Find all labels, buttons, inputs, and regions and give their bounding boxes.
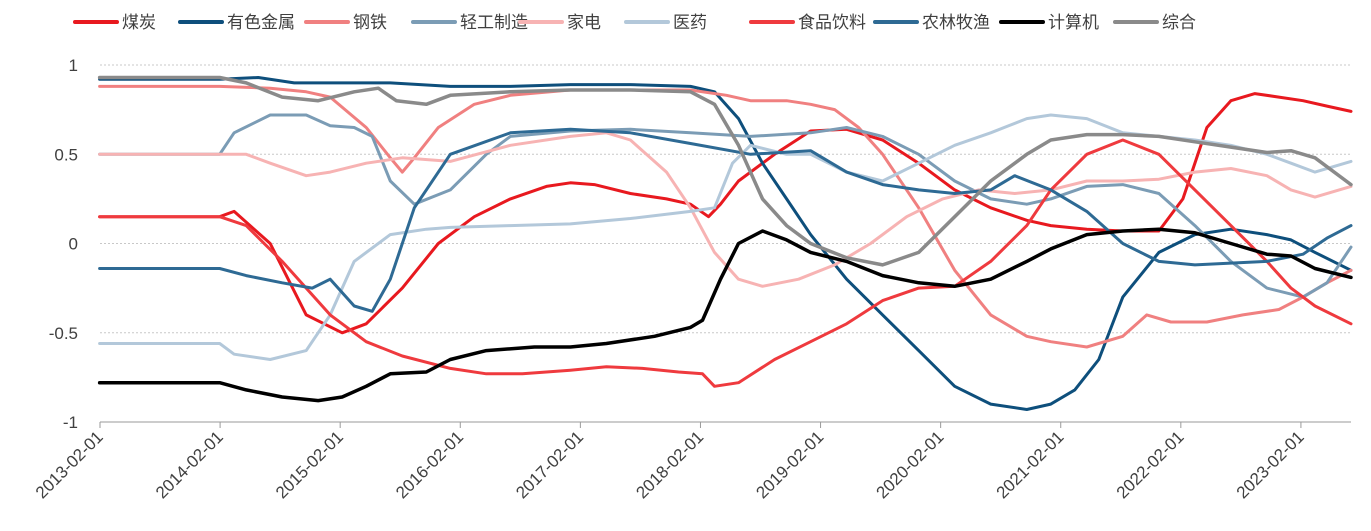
y-tick-label: -1	[63, 413, 78, 432]
series-line-5	[98, 113, 1353, 361]
y-tick-label: 0	[69, 235, 78, 254]
legend-label: 综合	[1162, 13, 1196, 33]
legend-label: 有色金属	[227, 13, 295, 33]
legend-label: 轻工制造	[460, 13, 528, 33]
x-tick-label: 2018-02-01	[632, 427, 707, 502]
y-axis-ticks: 1 0.5 0 -0.5 -1	[49, 56, 78, 432]
series-line-9	[97, 75, 1353, 267]
x-tick-label: 2014-02-01	[152, 427, 227, 502]
legend-item: 钢铁	[304, 13, 387, 33]
legend-item: 家电	[518, 13, 601, 33]
series-line-1	[98, 76, 1353, 411]
series-line-2	[98, 84, 1353, 349]
grid-lines	[100, 64, 1351, 334]
legend-label: 计算机	[1048, 13, 1099, 33]
series-line-8	[97, 227, 1353, 403]
x-tick-label: 2022-02-01	[1113, 427, 1188, 502]
x-tick-label: 2020-02-01	[873, 427, 948, 502]
series-line-4	[98, 131, 1353, 288]
plot-area	[97, 75, 1353, 411]
y-tick-label: 1	[69, 56, 78, 75]
series-line-6	[98, 138, 1353, 388]
legend-item: 医药	[624, 13, 707, 33]
legend-item: 食品饮料	[749, 13, 866, 33]
x-tick-label: 2015-02-01	[272, 427, 347, 502]
legend-item: 计算机	[999, 13, 1099, 33]
series-line-3	[98, 113, 1353, 299]
series-line-0	[98, 92, 1353, 335]
legend: 煤炭 有色金属 钢铁 轻工制造 家电 医药 食品饮料 农林牧渔 计算机 综合	[73, 13, 1196, 33]
y-tick-label: 0.5	[54, 145, 78, 164]
legend-label: 钢铁	[353, 13, 387, 33]
legend-label: 农林牧渔	[922, 13, 990, 33]
legend-item: 农林牧渔	[873, 13, 990, 33]
series-line-7	[98, 127, 1353, 313]
y-tick-label: -0.5	[49, 324, 78, 343]
x-tick-label: 2021-02-01	[993, 427, 1068, 502]
x-axis: 2013-02-01 2014-02-01 2015-02-01 2016-02-01…	[32, 421, 1351, 502]
legend-item: 有色金属	[178, 13, 295, 33]
x-tick-label: 2013-02-01	[32, 427, 107, 502]
legend-item: 煤炭	[73, 13, 156, 33]
x-tick-label: 2023-02-01	[1233, 427, 1308, 502]
legend-label: 食品饮料	[798, 13, 866, 33]
legend-label: 家电	[567, 13, 601, 33]
legend-item: 轻工制造	[411, 13, 528, 33]
legend-label: 煤炭	[122, 13, 156, 33]
x-tick-label: 2019-02-01	[752, 427, 827, 502]
legend-label: 医药	[673, 13, 707, 33]
legend-item: 综合	[1113, 13, 1196, 33]
x-tick-label: 2016-02-01	[392, 427, 467, 502]
x-tick-label: 2017-02-01	[512, 427, 587, 502]
